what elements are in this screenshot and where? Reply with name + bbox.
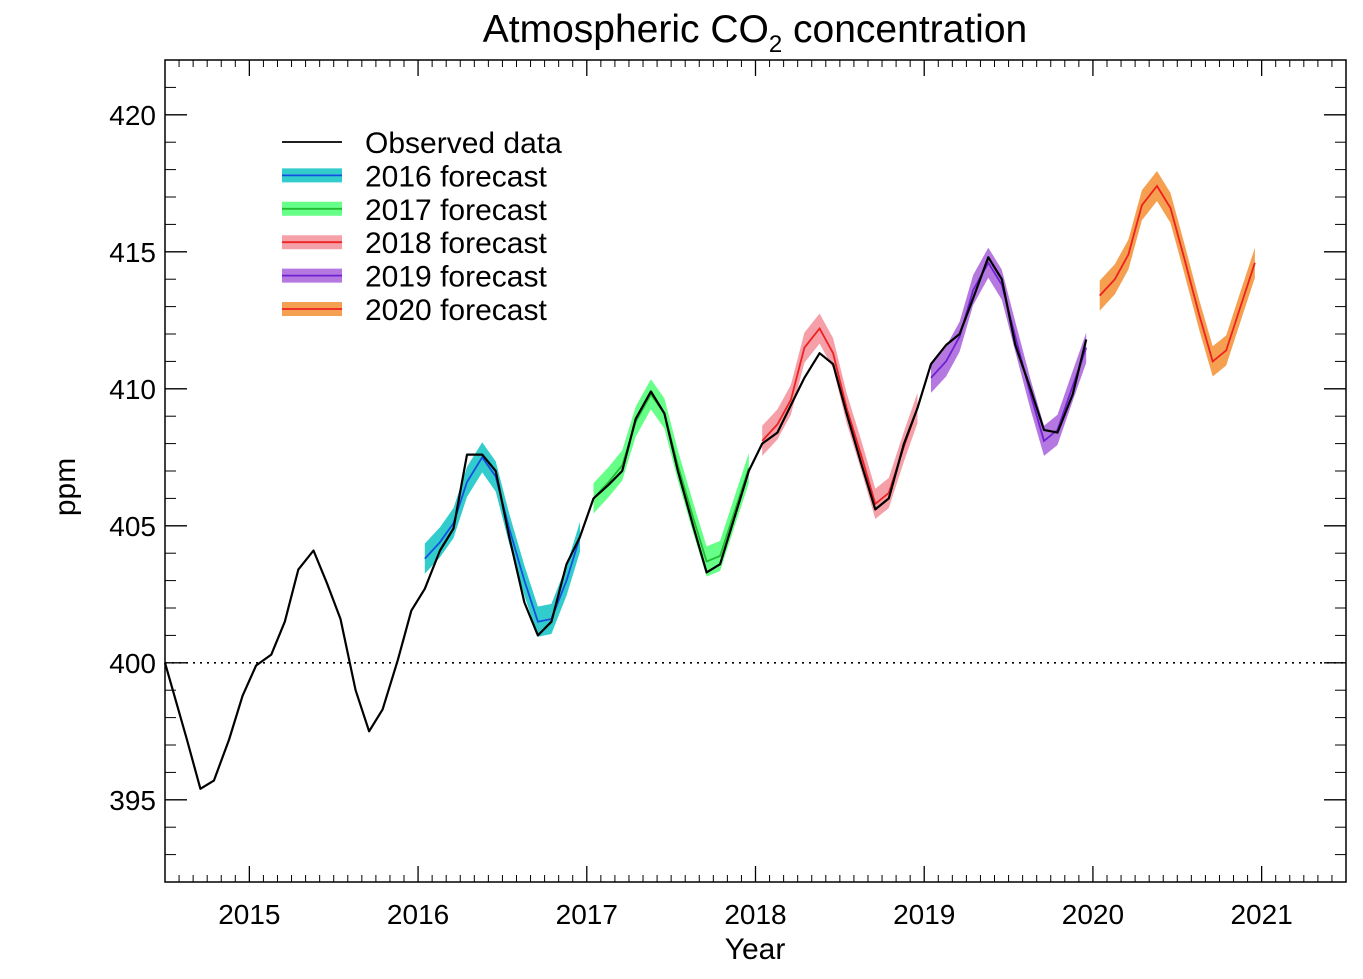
legend-label-2016-forecast: 2016 forecast (365, 160, 547, 193)
y-tick-label: 405 (109, 511, 156, 542)
line-2020-forecast (1099, 184, 1256, 363)
x-axis-label: Year (725, 933, 786, 966)
x-tick-label: 2016 (387, 899, 449, 930)
line-observed-data (163, 256, 1088, 790)
x-tick-label: 2018 (724, 899, 786, 930)
x-tick-label: 2021 (1230, 899, 1292, 930)
x-tick-label: 2015 (218, 899, 280, 930)
axis-ticks (165, 59, 1346, 883)
band-2018-forecast (762, 313, 918, 519)
series-lines (163, 184, 1256, 790)
x-tick-label: 2020 (1062, 899, 1124, 930)
plot-frame (164, 59, 1347, 883)
legend-label-2020-forecast: 2020 forecast (365, 294, 547, 327)
legend-label-2019-forecast: 2019 forecast (365, 261, 547, 294)
y-tick-label: 395 (109, 785, 156, 816)
chart-title: Atmospheric CO2 concentration (483, 8, 1027, 58)
x-tick-label: 2017 (556, 899, 618, 930)
y-tick-label: 410 (109, 374, 156, 405)
axis-tick-labels: 2015 2016 2017 2018 2019 2020 2021 395 400 405 410… (109, 100, 1293, 930)
band-2020-forecast (1099, 171, 1255, 377)
title-main: Atmospheric CO (483, 8, 769, 51)
forecast-bands (424, 171, 1255, 637)
legend-label-observed-data: Observed data (365, 127, 562, 160)
y-axis-label: ppm (49, 458, 82, 516)
title-subscript: 2 (769, 31, 782, 58)
legend-label-2018-forecast: 2018 forecast (365, 227, 547, 260)
y-tick-label: 420 (109, 100, 156, 131)
band-2019-forecast (931, 247, 1087, 456)
y-tick-label: 400 (109, 648, 156, 679)
y-tick-label: 415 (109, 237, 156, 268)
line-2018-forecast (761, 326, 919, 506)
title-rest: concentration (782, 8, 1027, 51)
legend-label-2017-forecast: 2017 forecast (365, 194, 547, 227)
x-tick-label: 2019 (893, 899, 955, 930)
